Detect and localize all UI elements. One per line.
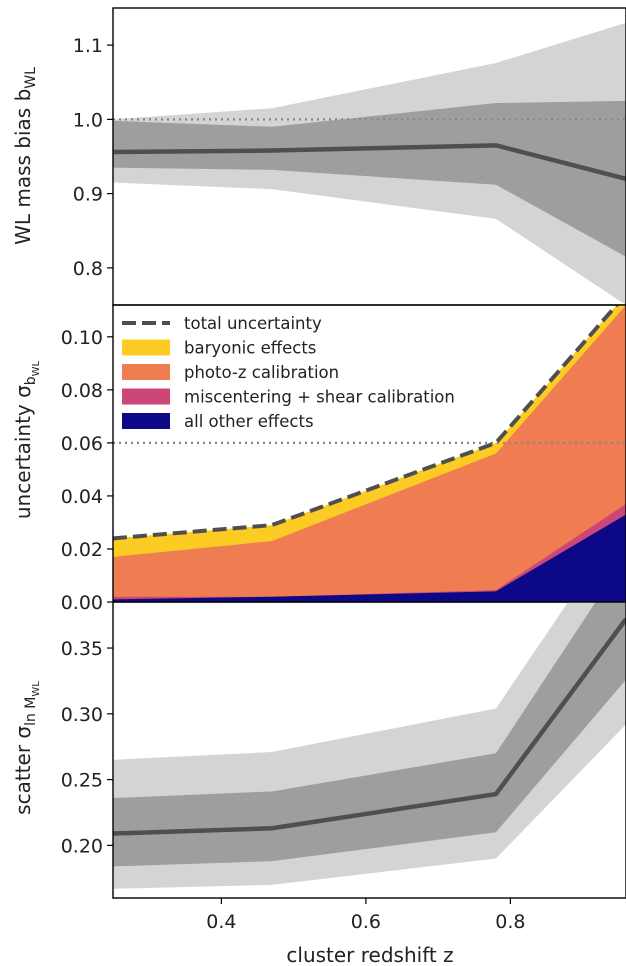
legend-swatch-photo-z-calibration — [122, 364, 170, 380]
area-photo-z-calibration — [113, 305, 626, 602]
x-tick-label: 0.4 — [206, 911, 236, 933]
legend: total uncertainty baryonic effects photo-z… — [122, 314, 455, 431]
x-tick-label: 0.6 — [351, 911, 381, 933]
area-all-other-effects — [113, 514, 626, 602]
mass-bias-ytick-label: 1.1 — [73, 35, 103, 57]
uncertainty-ytick-label: 0.04 — [61, 486, 103, 508]
legend-swatch-miscentering-shear-calibration — [122, 388, 170, 405]
legend-swatch-all-other-effects — [122, 413, 170, 429]
uncertainty-ytick-label: 0.10 — [61, 327, 103, 349]
x-axis-label: cluster redshift z — [286, 943, 453, 966]
scatter-median-line — [113, 617, 626, 836]
legend-label-baryonic-effects: baryonic effects — [184, 339, 316, 358]
mass-bias-median-line — [113, 143, 626, 181]
legend-label-total-uncertainty: total uncertainty — [184, 314, 322, 333]
scatter-ytick-label: 0.30 — [61, 704, 103, 726]
mass-bias-band-1sigma — [113, 100, 626, 257]
scatter-ylabel: scatter σln MWL — [11, 681, 42, 815]
scatter-ytick-label: 0.35 — [61, 638, 103, 660]
x-tick-label: 0.8 — [495, 911, 525, 933]
mass-bias-ytick-label: 0.9 — [73, 184, 103, 206]
legend-swatch-baryonic-effects — [122, 339, 170, 356]
scatter-frame — [112, 601, 626, 899]
uncertainty-ylabel: uncertainty σbWL — [11, 360, 42, 519]
uncertainty-panel: 0.00 0.02 0.04 0.06 0.08 0.10 uncertainty σbW… — [11, 304, 626, 614]
scatter-ytick-label: 0.20 — [61, 835, 103, 857]
uncertainty-ytick-label: 0.00 — [61, 592, 103, 614]
mass-bias-panel: 0.8 0.9 1.0 1.1 WL mass bias bWL — [11, 7, 626, 306]
mass-bias-ytick-label: 1.0 — [73, 109, 103, 131]
scatter-ytick-label: 0.25 — [61, 770, 103, 792]
mass-bias-ytick-label: 0.8 — [73, 258, 103, 280]
scatter-panel: 0.20 0.25 0.30 0.35 0.4 0.6 0.8 scatter σln M… — [11, 601, 626, 966]
uncertainty-ytick-label: 0.08 — [61, 380, 103, 402]
uncertainty-ytick-label: 0.02 — [61, 539, 103, 561]
uncertainty-ytick-label: 0.06 — [61, 433, 103, 455]
legend-label-photo-z-calibration: photo-z calibration — [184, 363, 339, 382]
scatter-band-1sigma — [113, 602, 626, 867]
legend-label-all-other-effects: all other effects — [184, 412, 314, 431]
legend-label-miscentering-shear-calibration: miscentering + shear calibration — [184, 388, 455, 407]
mass-bias-ylabel: WL mass bias bWL — [11, 67, 39, 245]
